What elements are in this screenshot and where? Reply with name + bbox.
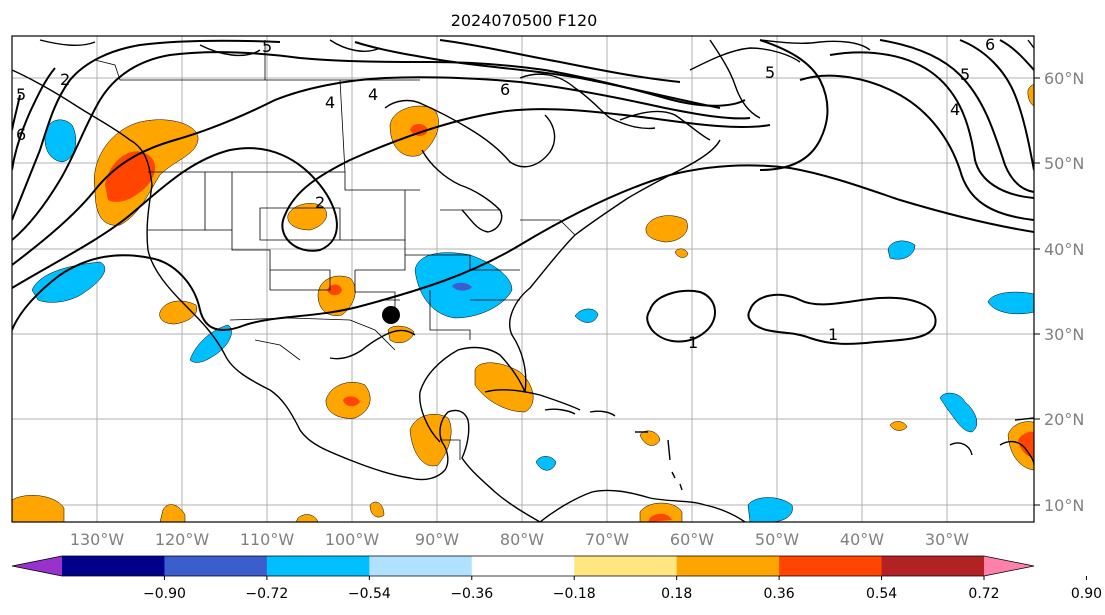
contour-label: 4	[368, 85, 378, 104]
lon-label: 70°W	[585, 530, 629, 549]
contour-label: 6	[500, 80, 510, 99]
lat-axis: 60°N 50°N 40°N 30°N 20°N 10°N	[1034, 69, 1084, 515]
colorbar-tick-label: −0.72	[245, 586, 288, 602]
lat-label: 30°N	[1044, 325, 1084, 344]
contour-label: 1	[688, 333, 698, 352]
colorbar	[11, 555, 1035, 577]
contour-label: 1	[828, 325, 838, 344]
contour-label: 5	[16, 85, 26, 104]
colorbar-segment	[574, 556, 678, 576]
colorbar-segment	[779, 556, 883, 576]
colorbar-tick-label: 0.18	[661, 586, 692, 602]
lat-label: 10°N	[1044, 496, 1084, 515]
contour-label: 4	[325, 93, 335, 112]
colorbar-tick-label: −0.54	[348, 586, 391, 602]
colorbar-tick-label: −0.90	[143, 586, 186, 602]
colorbar-extend-low	[12, 556, 62, 576]
contour-label: 4	[950, 100, 960, 119]
colorbar-outline	[11, 555, 1035, 577]
lon-label: 100°W	[325, 530, 380, 549]
map-title: 2024070500 F120	[451, 11, 598, 30]
lon-axis: 130°W 120°W 110°W 100°W 90°W 80°W 70°W 6…	[70, 530, 969, 549]
lon-label: 120°W	[155, 530, 210, 549]
lat-label: 40°N	[1044, 240, 1084, 259]
colorbar-segment	[62, 556, 165, 576]
contour-label: 6	[985, 35, 995, 54]
coastlines	[12, 39, 1034, 522]
colorbar-segment	[266, 556, 370, 576]
lon-label: 110°W	[240, 530, 295, 549]
lon-label: 50°W	[755, 530, 799, 549]
location-marker-icon	[382, 306, 400, 324]
political-borders	[94, 40, 576, 460]
contour-label-group: 2 4 6 6 5 5 4 4 5 6 1 1 2 5	[16, 35, 995, 352]
colorbar-segment	[164, 556, 268, 576]
lat-label: 60°N	[1044, 69, 1084, 88]
contour-label: 5	[262, 37, 272, 56]
lat-label: 50°N	[1044, 154, 1084, 173]
lon-label: 80°W	[500, 530, 544, 549]
contour-label: 5	[765, 63, 775, 82]
colorbar-tick-label: 0.90	[1071, 586, 1102, 602]
contour-lines	[12, 39, 1034, 345]
colorbar-segment	[881, 556, 985, 576]
colorbar-tick-label: −0.36	[450, 586, 493, 602]
colorbar-tick-label: 0.54	[866, 586, 897, 602]
lon-label: 90°W	[415, 530, 459, 549]
colorbar-extend-high	[984, 556, 1034, 576]
lat-label: 20°N	[1044, 410, 1084, 429]
contour-label: 5	[960, 65, 970, 84]
lon-label: 30°W	[925, 530, 969, 549]
colorbar-segment	[369, 556, 473, 576]
map-border	[11, 35, 1035, 523]
colorbar-segment	[676, 556, 780, 576]
colorbar-tick-label: 0.36	[764, 586, 795, 602]
lon-label: 60°W	[670, 530, 714, 549]
colorbar-ticks: −0.90 −0.72 −0.54 −0.36 −0.18 0.18 0.36 0.54 0.7…	[143, 576, 1102, 602]
contour-label: 6	[16, 125, 26, 144]
colorbar-segment	[471, 556, 575, 576]
contour-label: 2	[315, 193, 325, 212]
contour-label: 2	[60, 70, 70, 89]
graticule	[12, 36, 1034, 522]
map-content: 2 4 6 6 5 5 4 4 5 6 1 1 2 5	[12, 35, 1034, 522]
anomaly-shading	[12, 84, 1034, 522]
lon-label: 40°W	[840, 530, 884, 549]
lon-label: 130°W	[70, 530, 125, 549]
colorbar-tick-label: 0.72	[968, 586, 999, 602]
colorbar-tick-label: −0.18	[553, 586, 596, 602]
